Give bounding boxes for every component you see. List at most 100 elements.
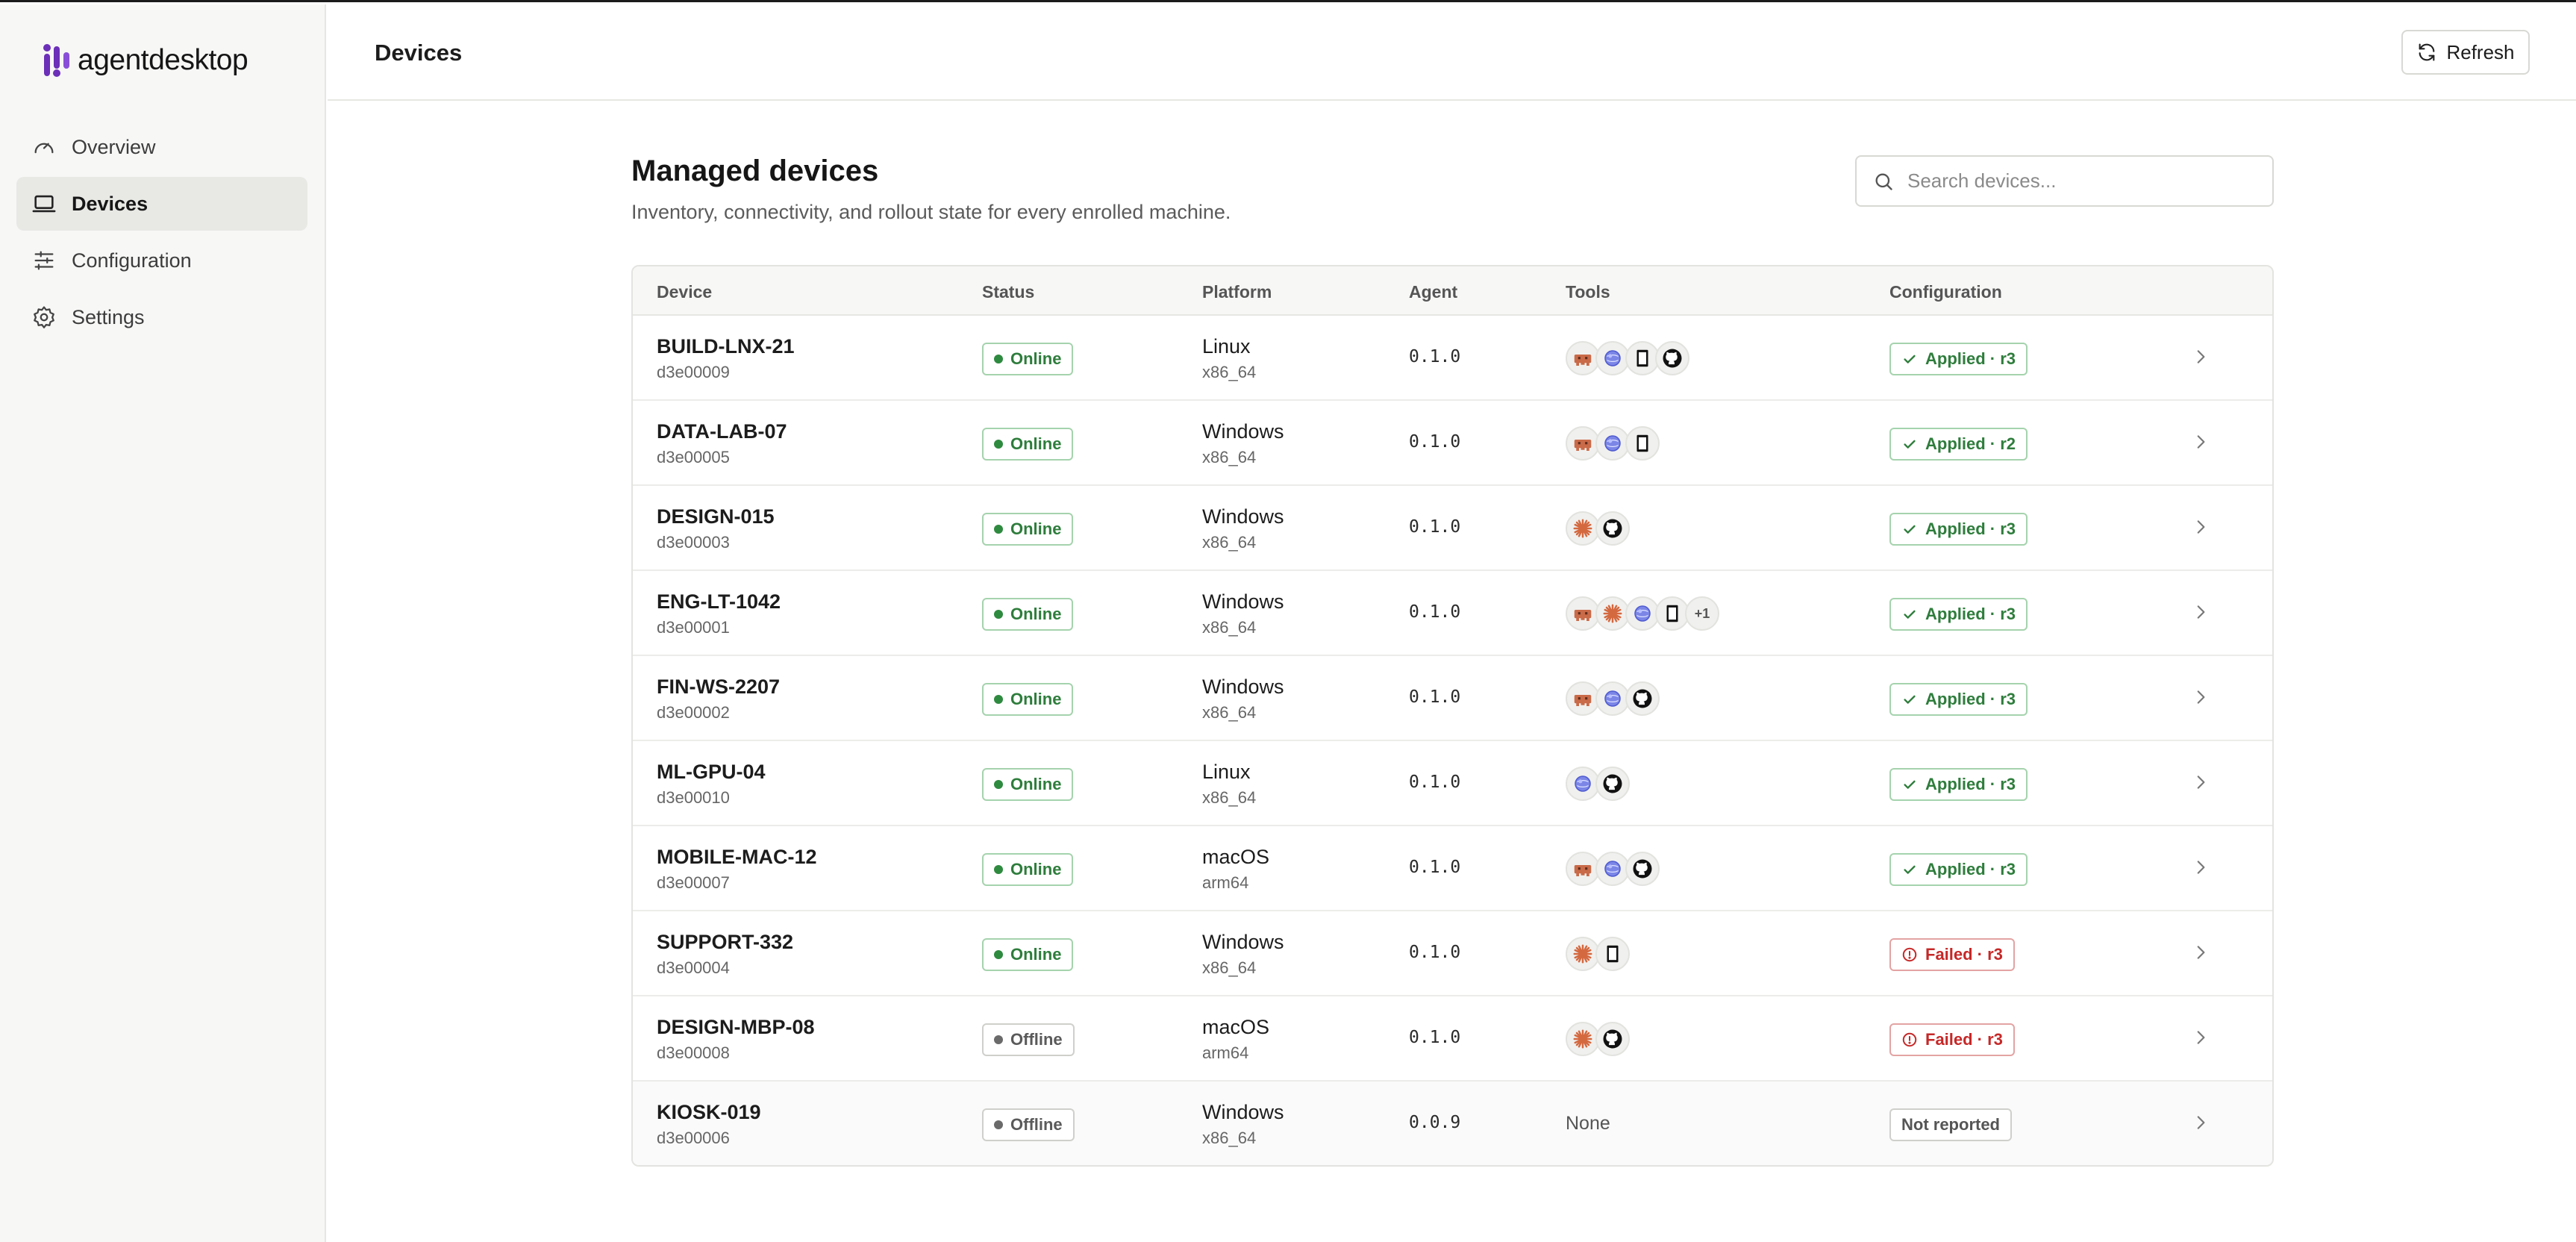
gauge-icon [34,143,54,154]
device-name[interactable]: MOBILE-MAC-12 [657,846,817,868]
brand-name: agentdesktop [78,44,248,76]
status-dot [994,780,1003,789]
table-row[interactable]: BUILD-LNX-21 d3e00009 Online Linux x86_64 0.1… [633,316,2272,401]
table-row[interactable]: KIOSK-019 d3e00006 Offline Windows x86_64 0.0… [633,1082,2272,1165]
sidebar-item-overview[interactable]: Overview [16,120,307,174]
devices-table: Device Status Platform Agent Tools Confi… [631,265,2274,1167]
table-row[interactable]: ML-GPU-04 d3e00010 Online Linux x86_64 0.1.0 A… [633,741,2272,826]
device-name[interactable]: ENG-LT-1042 [657,590,781,613]
column-header-status[interactable]: Status [982,282,1035,302]
chevron-right-icon[interactable] [2191,1028,2210,1047]
column-header-device[interactable]: Device [657,282,713,302]
device-name[interactable]: KIOSK-019 [657,1101,761,1123]
configuration-label: Applied · r3 [1925,860,2016,879]
chevron-right-icon[interactable] [2191,773,2210,792]
device-cell: DATA-LAB-07 d3e00005 [657,420,787,467]
sidebar-item-settings[interactable]: Settings [16,290,307,344]
device-cell: FIN-WS-2207 d3e00002 [657,675,780,723]
status-badge: Online [982,938,1074,971]
configuration-cell: Applied · r3 [1889,768,2028,801]
platform-arch: x86_64 [1202,533,1257,552]
device-cell: MOBILE-MAC-12 d3e00007 [657,846,817,893]
column-header-configuration[interactable]: Configuration [1889,282,2002,302]
brand-logo[interactable]: agentdesktop [40,42,248,79]
device-name[interactable]: BUILD-LNX-21 [657,335,795,358]
alert-circle-icon [1902,947,1917,962]
tool-icons [1566,681,1660,716]
table-row[interactable]: ENG-LT-1042 d3e00001 Online Windows x86_64 0.… [633,571,2272,656]
device-id: d3e00006 [657,1129,730,1147]
status-cell: Online [982,343,1074,375]
bot-icon [1566,341,1600,375]
configuration-label: Applied · r3 [1925,519,2016,538]
column-header-agent[interactable]: Agent [1409,282,1458,302]
table-row[interactable]: MOBILE-MAC-12 d3e00007 Online macOS arm64 0.1… [633,826,2272,911]
configuration-badge: Failed · r3 [1889,1023,2015,1056]
device-id: d3e00009 [657,363,730,381]
status-label: Offline [1010,1115,1063,1134]
chevron-right-icon[interactable] [2191,517,2210,537]
status-label: Offline [1010,1030,1063,1049]
device-name[interactable]: DATA-LAB-07 [657,420,787,443]
chevron-right-icon[interactable] [2191,1113,2210,1132]
chevron-right-icon[interactable] [2191,943,2210,962]
platform-cell: Linux x86_64 [1202,761,1256,808]
table-row[interactable]: FIN-WS-2207 d3e00002 Online Windows x86_64 0.… [633,656,2272,741]
platform-arch: x86_64 [1202,703,1257,722]
device-id: d3e00004 [657,958,730,977]
device-name[interactable]: DESIGN-015 [657,505,775,528]
status-cell: Online [982,598,1074,631]
configuration-label: Applied · r3 [1925,775,2016,793]
configuration-label: Applied · r3 [1925,349,2016,368]
chevron-right-icon[interactable] [2191,687,2210,707]
github-icon [1625,852,1660,886]
sidebar-item-label: Configuration [72,249,192,272]
configuration-badge: Applied · r3 [1889,598,2028,631]
status-dot [994,525,1003,534]
platform-cell: macOS arm64 [1202,1016,1269,1063]
status-label: Online [1010,349,1062,368]
configuration-badge: Applied · r3 [1889,343,2028,375]
status-label: Online [1010,860,1062,879]
search-input[interactable] [1907,169,2258,193]
status-label: Online [1010,690,1062,708]
chevron-right-icon[interactable] [2191,432,2210,452]
search-box[interactable] [1855,155,2274,207]
chevron-right-icon[interactable] [2191,602,2210,622]
chevron-right-icon[interactable] [2191,347,2210,366]
device-name[interactable]: SUPPORT-332 [657,931,794,953]
check-icon [1904,355,1916,363]
table-row[interactable]: SUPPORT-332 d3e00004 Online Windows x86_64 0.… [633,911,2272,996]
sidebar-item-devices[interactable]: Devices [16,177,307,231]
platform-cell: Windows x86_64 [1202,1101,1284,1148]
status-dot [994,695,1003,704]
column-header-platform[interactable]: Platform [1202,282,1272,302]
agent-version: 0.1.0 [1409,432,1461,452]
table-row[interactable]: DATA-LAB-07 d3e00005 Online Windows x86_64 0.… [633,401,2272,486]
table-row[interactable]: DESIGN-MBP-08 d3e00008 Offline macOS arm64 0.… [633,996,2272,1082]
configuration-cell: Applied · r2 [1889,428,2028,461]
chevron-right-icon[interactable] [2191,858,2210,877]
table-row[interactable]: DESIGN-015 d3e00003 Online Windows x86_64 0.1… [633,486,2272,571]
globe-icon [1595,681,1630,716]
agent-version: 0.1.0 [1409,858,1461,877]
tool-icons [1566,852,1660,886]
device-id: d3e00003 [657,533,730,552]
more-tools-badge[interactable]: +1 [1685,596,1719,631]
configuration-cell: Applied · r3 [1889,343,2028,375]
device-id: d3e00007 [657,873,730,892]
status-badge: Offline [982,1023,1075,1056]
table-header: Device Status Platform Agent Tools Confi… [633,266,2272,316]
device-cell: DESIGN-MBP-08 d3e00008 [657,1016,815,1063]
device-name[interactable]: DESIGN-MBP-08 [657,1016,815,1038]
platform-arch: x86_64 [1202,618,1257,637]
column-header-tools[interactable]: Tools [1566,282,1610,302]
section-title: Managed devices [631,155,879,187]
status-label: Online [1010,434,1062,453]
sidebar-item-configuration[interactable]: Configuration [16,234,307,287]
device-name[interactable]: ML-GPU-04 [657,761,766,783]
device-name[interactable]: FIN-WS-2207 [657,675,781,698]
configuration-cell: Applied · r3 [1889,513,2028,546]
refresh-button[interactable]: Refresh [2401,30,2530,75]
configuration-badge: Not reported [1889,1108,2012,1141]
